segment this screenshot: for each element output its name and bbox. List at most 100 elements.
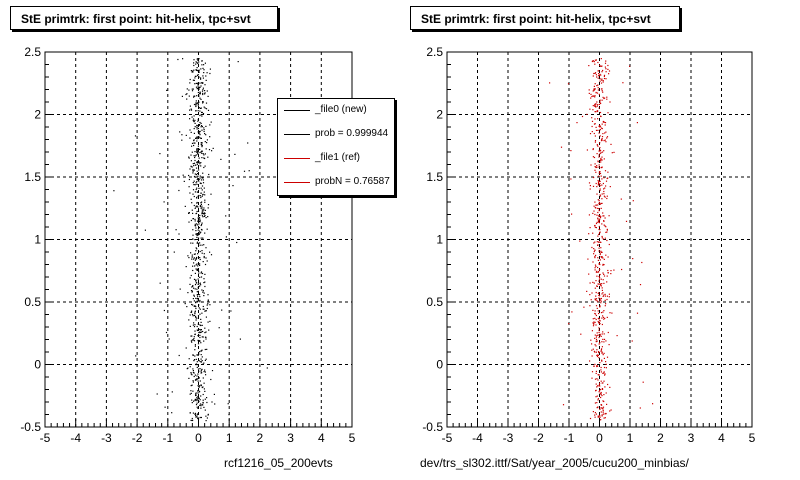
data-point xyxy=(195,154,197,156)
data-point xyxy=(196,263,198,265)
data-point xyxy=(205,331,207,333)
data-point xyxy=(196,406,198,408)
data-point xyxy=(197,234,199,236)
data-point xyxy=(201,146,203,148)
data-point xyxy=(195,393,197,395)
data-point xyxy=(599,390,601,392)
data-point xyxy=(202,77,204,79)
data-point xyxy=(588,182,591,184)
data-point xyxy=(190,252,192,254)
data-point xyxy=(206,90,208,92)
data-point xyxy=(195,105,197,108)
data-point xyxy=(199,148,201,150)
data-point xyxy=(192,285,194,287)
data-point xyxy=(206,397,208,399)
data-point xyxy=(642,381,644,383)
data-point xyxy=(209,124,211,126)
data-point xyxy=(200,224,202,227)
data-point xyxy=(210,121,212,123)
data-point xyxy=(600,247,602,249)
data-point xyxy=(197,148,199,150)
data-point xyxy=(591,377,593,379)
data-point xyxy=(203,209,205,211)
data-point xyxy=(201,64,203,66)
data-point xyxy=(599,241,601,243)
data-point xyxy=(191,166,193,168)
data-point xyxy=(205,247,207,249)
data-point xyxy=(602,410,604,412)
data-point xyxy=(595,182,597,185)
data-point xyxy=(197,265,199,267)
data-point xyxy=(198,370,200,372)
data-point xyxy=(200,358,202,360)
data-point xyxy=(197,413,199,415)
data-point xyxy=(204,332,206,334)
data-point xyxy=(194,344,196,346)
data-point xyxy=(207,216,209,218)
data-point xyxy=(599,194,601,196)
data-point xyxy=(202,238,204,240)
data-point xyxy=(594,337,596,339)
data-point xyxy=(193,162,196,164)
y-tick-label: 1 xyxy=(34,233,41,247)
data-point xyxy=(603,264,605,266)
data-point xyxy=(197,417,199,419)
data-point xyxy=(200,271,203,273)
data-point xyxy=(603,220,605,222)
data-point xyxy=(177,58,179,61)
data-point xyxy=(198,377,200,379)
data-point xyxy=(198,69,200,71)
data-point xyxy=(195,358,197,360)
data-point xyxy=(220,364,222,366)
data-point xyxy=(194,223,196,225)
data-point xyxy=(603,318,605,320)
data-point xyxy=(604,170,607,172)
data-point xyxy=(197,343,200,345)
data-point xyxy=(193,69,195,71)
data-point xyxy=(594,118,596,120)
data-point xyxy=(195,264,197,266)
data-point xyxy=(197,87,199,90)
data-point xyxy=(178,354,180,357)
data-point xyxy=(199,220,201,222)
legend-label-prob: prob = 0.999944 xyxy=(315,128,389,139)
data-point xyxy=(600,140,603,142)
data-point xyxy=(591,117,593,119)
data-point xyxy=(188,319,190,321)
data-point xyxy=(197,153,199,155)
data-point xyxy=(203,406,205,408)
data-point xyxy=(193,359,196,361)
data-point xyxy=(204,90,206,92)
data-point xyxy=(602,279,604,281)
data-point xyxy=(594,351,596,353)
data-point xyxy=(196,416,198,418)
y-tick-label: 1 xyxy=(436,233,443,247)
data-point xyxy=(199,324,201,326)
data-point xyxy=(194,349,196,351)
data-point xyxy=(600,157,602,160)
data-point xyxy=(206,348,208,350)
data-point xyxy=(629,65,631,67)
data-point xyxy=(188,212,190,214)
data-point xyxy=(598,202,601,204)
data-point xyxy=(598,312,600,315)
data-point xyxy=(602,91,604,93)
data-point xyxy=(197,253,199,255)
data-point xyxy=(199,301,201,303)
data-point xyxy=(632,200,634,202)
data-point xyxy=(601,289,603,291)
data-point xyxy=(598,283,600,285)
data-point xyxy=(598,215,600,217)
data-point xyxy=(600,150,602,152)
data-point xyxy=(597,398,599,400)
legend-entry-file1: _file1 (ref) xyxy=(278,147,394,171)
data-point xyxy=(199,404,201,406)
data-point xyxy=(203,257,205,259)
data-point xyxy=(593,89,595,91)
data-point xyxy=(602,264,604,266)
data-point xyxy=(196,149,198,151)
data-point xyxy=(599,189,601,191)
data-point xyxy=(594,105,596,107)
data-point xyxy=(597,354,599,356)
data-point xyxy=(202,216,204,218)
